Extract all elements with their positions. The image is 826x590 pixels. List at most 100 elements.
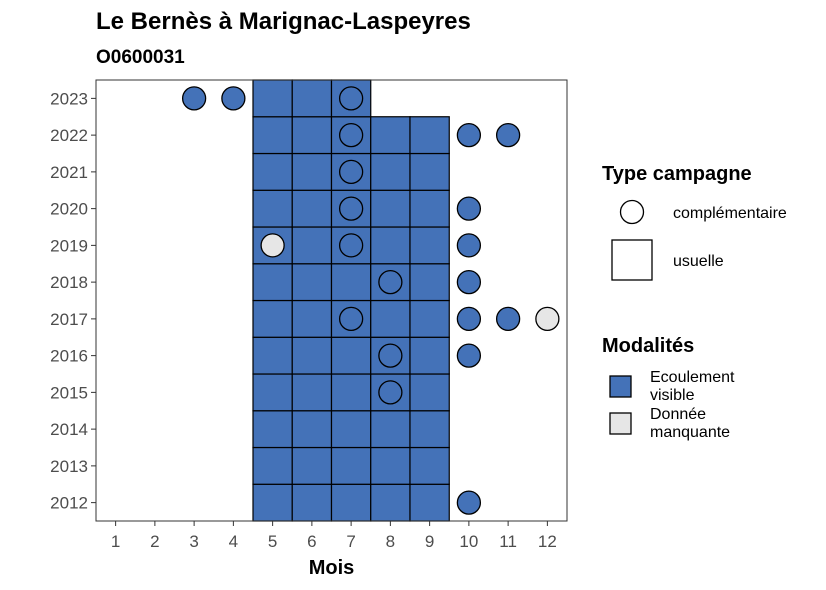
usuelle-cell [409,446,450,485]
usuelle-cell [330,336,372,375]
usuelle-cell [291,189,333,228]
usuelle-cell [370,446,411,485]
usuelle-cell [291,373,333,412]
usuelle-cell [409,226,450,265]
legend-modalite-label: manquante [650,424,730,441]
y-tick-label: 2013 [50,457,88,476]
usuelle-cell [291,410,333,449]
usuelle-cell [291,299,333,338]
complementaire-point [260,233,285,258]
usuelle-cell [409,152,450,191]
complementaire-point [456,269,482,295]
usuelle-cell [252,373,293,412]
usuelle-cell [370,483,411,522]
usuelle-cell [252,410,293,449]
usuelle-cell [252,263,293,302]
usuelle-cell [291,483,333,522]
complementaire-point [456,490,482,515]
complementaire-point [456,196,482,221]
y-tick-label: 2020 [50,200,88,219]
usuelle-cell [252,299,293,338]
y-tick-label: 2021 [50,163,88,182]
x-tick-label: 4 [229,532,238,551]
usuelle-cell [330,483,372,522]
complementaire-point [456,122,482,148]
usuelle-cell [409,189,450,228]
usuelle-cell [409,373,450,412]
x-tick-label: 3 [189,532,198,551]
usuelle-cell [370,410,411,449]
usuelle-cell [291,79,333,118]
legend-type-title: Type campagne [602,163,752,185]
x-tick-label: 2 [150,532,159,551]
complementaire-point [181,86,207,111]
usuelle-cell [291,336,333,375]
x-tick-label: 1 [111,532,120,551]
x-tick-label: 7 [346,532,355,551]
legend-type-label: complémentaire [673,205,787,222]
complementaire-point [338,233,364,258]
y-tick-label: 2017 [50,310,88,329]
usuelle-cell [291,116,333,155]
usuelle-cell [409,263,450,302]
usuelle-cell [330,373,372,412]
x-tick-label: 9 [425,532,434,551]
complementaire-point [456,233,482,258]
y-tick-label: 2016 [50,347,88,366]
usuelle-cells [252,79,450,522]
chart-title: Le Bernès à Marignac-Laspeyres [96,8,471,35]
x-tick-label: 5 [268,532,277,551]
y-tick-label: 2019 [50,236,88,255]
x-tick-label: 12 [538,532,557,551]
usuelle-cell [370,116,411,155]
usuelle-cell [252,79,293,118]
complementaire-point [338,306,364,332]
x-tick-label: 6 [307,532,316,551]
complementaire-point [456,306,482,332]
complementaire-point [338,159,364,185]
usuelle-cell [370,189,411,228]
chart-subtitle: O0600031 [96,47,185,68]
usuelle-cell [252,189,293,228]
complementaire-point [378,380,403,405]
plot-panel-border [95,79,568,522]
complementaire-point [221,86,246,111]
y-tick-label: 2015 [50,383,88,402]
legend-modalite-label: Ecoulement [650,369,735,386]
x-tick-label: 10 [459,532,478,551]
y-tick-label: 2012 [50,494,88,513]
usuelle-cell [291,446,333,485]
complementaire-point [535,306,560,332]
usuelle-cell [252,483,293,522]
usuelle-cell [370,152,411,191]
y-tick-label: 2014 [50,420,88,439]
usuelle-cell [409,483,450,522]
complementaire-point [495,122,521,148]
usuelle-cell [252,336,293,375]
y-tick-label: 2023 [50,89,88,108]
complementaire-point [456,343,482,368]
x-tick-label: 11 [499,532,517,551]
usuelle-cell [409,299,450,338]
y-axis: 2012 2013 2014 2015 2016 2017 2018 2019 2020 2021… [50,89,96,513]
usuelle-cell [330,446,372,485]
legend-modalite-key [609,375,632,398]
usuelle-cell [409,410,450,449]
usuelle-cell [252,152,293,191]
usuelle-cell [291,226,333,265]
legend-modalite-label: Donnée [650,406,706,423]
usuelle-cell [409,336,450,375]
legend-modalites-title: Modalités [602,335,694,357]
complementaire-point [338,122,364,148]
usuelle-cell [409,116,450,155]
complementaire-point [378,269,403,295]
usuelle-cell [252,116,293,155]
y-tick-label: 2022 [50,126,88,145]
complementaire-point [378,343,403,368]
legend-modalite-label: visible [650,387,695,404]
complementaire-point [338,196,364,221]
x-axis: 1 2 3 4 5 6 7 8 9 10 11 12 [111,521,557,551]
usuelle-cell [370,226,411,265]
legend-type-label: usuelle [673,253,724,270]
